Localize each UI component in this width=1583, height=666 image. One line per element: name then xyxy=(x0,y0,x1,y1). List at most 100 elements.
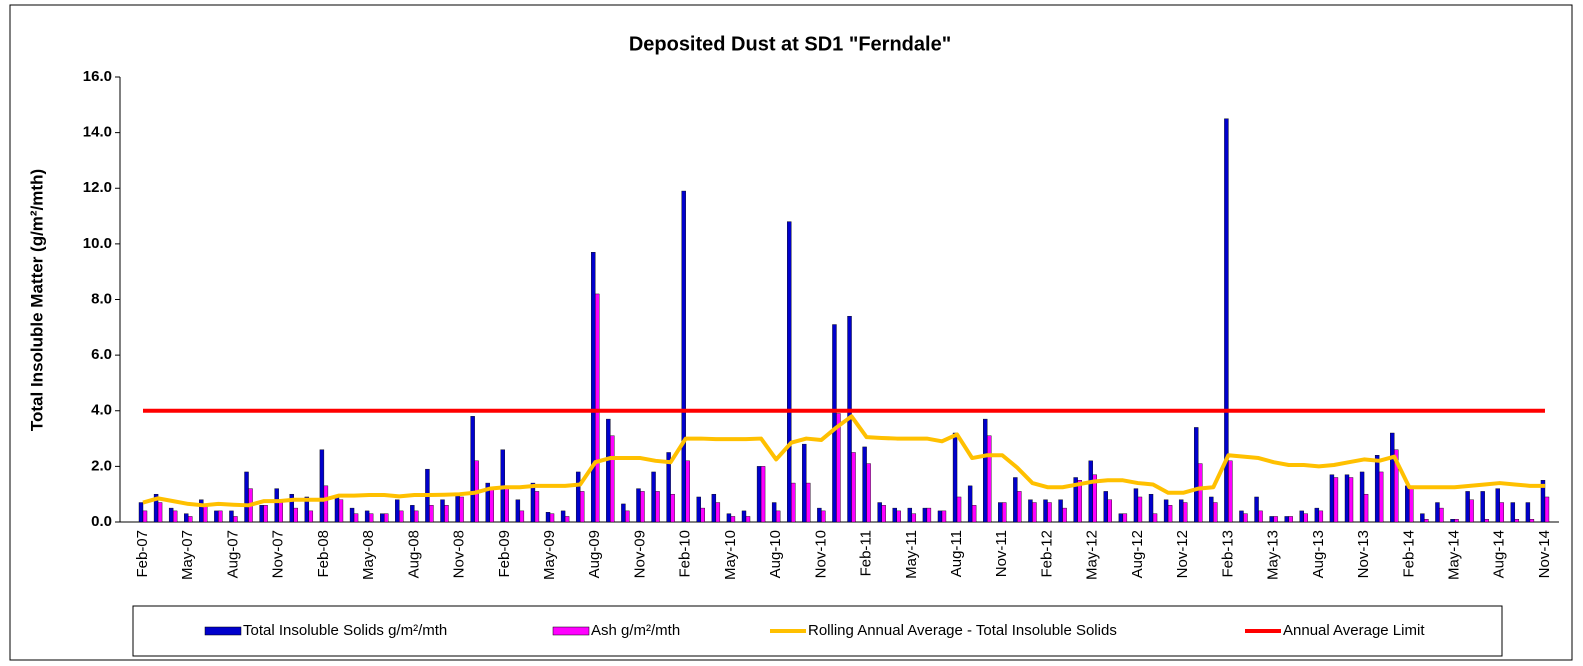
bar xyxy=(1028,499,1033,523)
y-tick-label: 6.0 xyxy=(91,346,112,363)
bar xyxy=(380,513,385,523)
bar xyxy=(1043,499,1048,523)
bar xyxy=(711,493,717,523)
x-tick-label: Feb-07 xyxy=(134,530,151,578)
line xyxy=(142,414,1545,508)
bar xyxy=(489,488,494,523)
bar xyxy=(640,491,645,523)
x-tick-label: Nov-08 xyxy=(451,530,468,578)
bar xyxy=(1374,455,1380,523)
bar xyxy=(851,452,856,523)
bar xyxy=(459,496,464,523)
bar xyxy=(636,488,641,523)
bar xyxy=(1378,471,1384,523)
bar xyxy=(745,516,751,523)
bar xyxy=(1239,510,1244,523)
x-tick-label: May-10 xyxy=(722,530,739,580)
y-tick-label: 2.0 xyxy=(91,457,112,474)
bar xyxy=(1359,471,1365,523)
x-tick-label: Feb-10 xyxy=(677,530,694,578)
bar xyxy=(1047,502,1052,523)
bar xyxy=(983,418,988,523)
y-tick-label: 14.0 xyxy=(83,124,112,141)
bar xyxy=(967,485,973,523)
bar xyxy=(414,510,419,523)
bar xyxy=(1224,118,1229,523)
x-tick-label: Nov-07 xyxy=(270,530,287,578)
bar xyxy=(142,510,148,523)
x-tick-label: May-12 xyxy=(1084,530,1101,580)
bar xyxy=(1484,519,1489,523)
bar xyxy=(1424,519,1429,523)
bar xyxy=(534,491,540,523)
bar xyxy=(229,510,234,523)
bar xyxy=(591,252,596,523)
bar xyxy=(1314,507,1320,523)
bar xyxy=(515,499,521,523)
bar xyxy=(1480,491,1485,523)
bar xyxy=(575,471,581,523)
bar xyxy=(1032,502,1037,523)
bar xyxy=(1363,493,1369,523)
bar xyxy=(1454,519,1459,523)
bar xyxy=(399,510,404,523)
legend-label: Annual Average Limit xyxy=(1283,622,1425,639)
x-tick-label: Nov-12 xyxy=(1174,530,1191,578)
bar xyxy=(1182,502,1188,523)
bar xyxy=(685,460,690,523)
bar xyxy=(304,496,310,523)
bar xyxy=(877,502,882,523)
bar xyxy=(579,491,585,523)
bar xyxy=(455,493,460,523)
bar xyxy=(670,493,675,523)
bar xyxy=(1405,485,1410,523)
x-tick-label: Nov-10 xyxy=(812,530,829,578)
x-tick-label: Aug-14 xyxy=(1491,530,1508,578)
bar xyxy=(470,416,475,523)
x-tick-label: Feb-14 xyxy=(1400,530,1417,578)
bar xyxy=(715,502,721,523)
bar xyxy=(655,491,660,523)
bar xyxy=(1469,499,1474,523)
bar xyxy=(621,503,626,523)
x-tick-label: Feb-13 xyxy=(1219,530,1236,578)
bar xyxy=(530,482,536,523)
bar xyxy=(1348,477,1354,523)
bar xyxy=(214,510,219,523)
bar xyxy=(866,463,871,523)
bar xyxy=(998,502,1003,523)
bar xyxy=(791,482,796,523)
bar xyxy=(384,513,389,523)
bar xyxy=(138,502,144,523)
bar xyxy=(595,293,600,523)
bar xyxy=(1499,502,1504,523)
bar xyxy=(1303,513,1308,523)
bar xyxy=(278,502,283,523)
bar xyxy=(1420,513,1425,523)
bar xyxy=(1390,432,1395,523)
legend-swatch xyxy=(204,626,242,636)
bar xyxy=(1409,488,1414,523)
bar xyxy=(926,507,932,523)
bar xyxy=(1254,496,1259,523)
bar xyxy=(971,505,977,523)
bar xyxy=(1525,502,1531,523)
x-tick-label: Aug-12 xyxy=(1129,530,1146,578)
x-tick-label: Feb-12 xyxy=(1038,530,1055,578)
x-tick-label: Nov-09 xyxy=(631,530,648,578)
x-tick-label: Feb-11 xyxy=(858,530,875,576)
bar xyxy=(560,510,566,523)
bar xyxy=(821,510,826,523)
bar xyxy=(1194,427,1199,523)
x-tick-label: May-07 xyxy=(179,530,196,580)
x-tick-label: Nov-14 xyxy=(1536,530,1553,578)
bar xyxy=(410,505,415,523)
x-tick-label: Aug-11 xyxy=(948,530,965,577)
bar xyxy=(1002,502,1007,523)
bar xyxy=(233,516,238,523)
bar xyxy=(1107,499,1113,523)
bar xyxy=(907,507,913,523)
x-tick-label: Feb-09 xyxy=(496,530,513,578)
bar xyxy=(775,510,781,523)
legend-label: Rolling Annual Average - Total Insoluble… xyxy=(808,622,1117,639)
